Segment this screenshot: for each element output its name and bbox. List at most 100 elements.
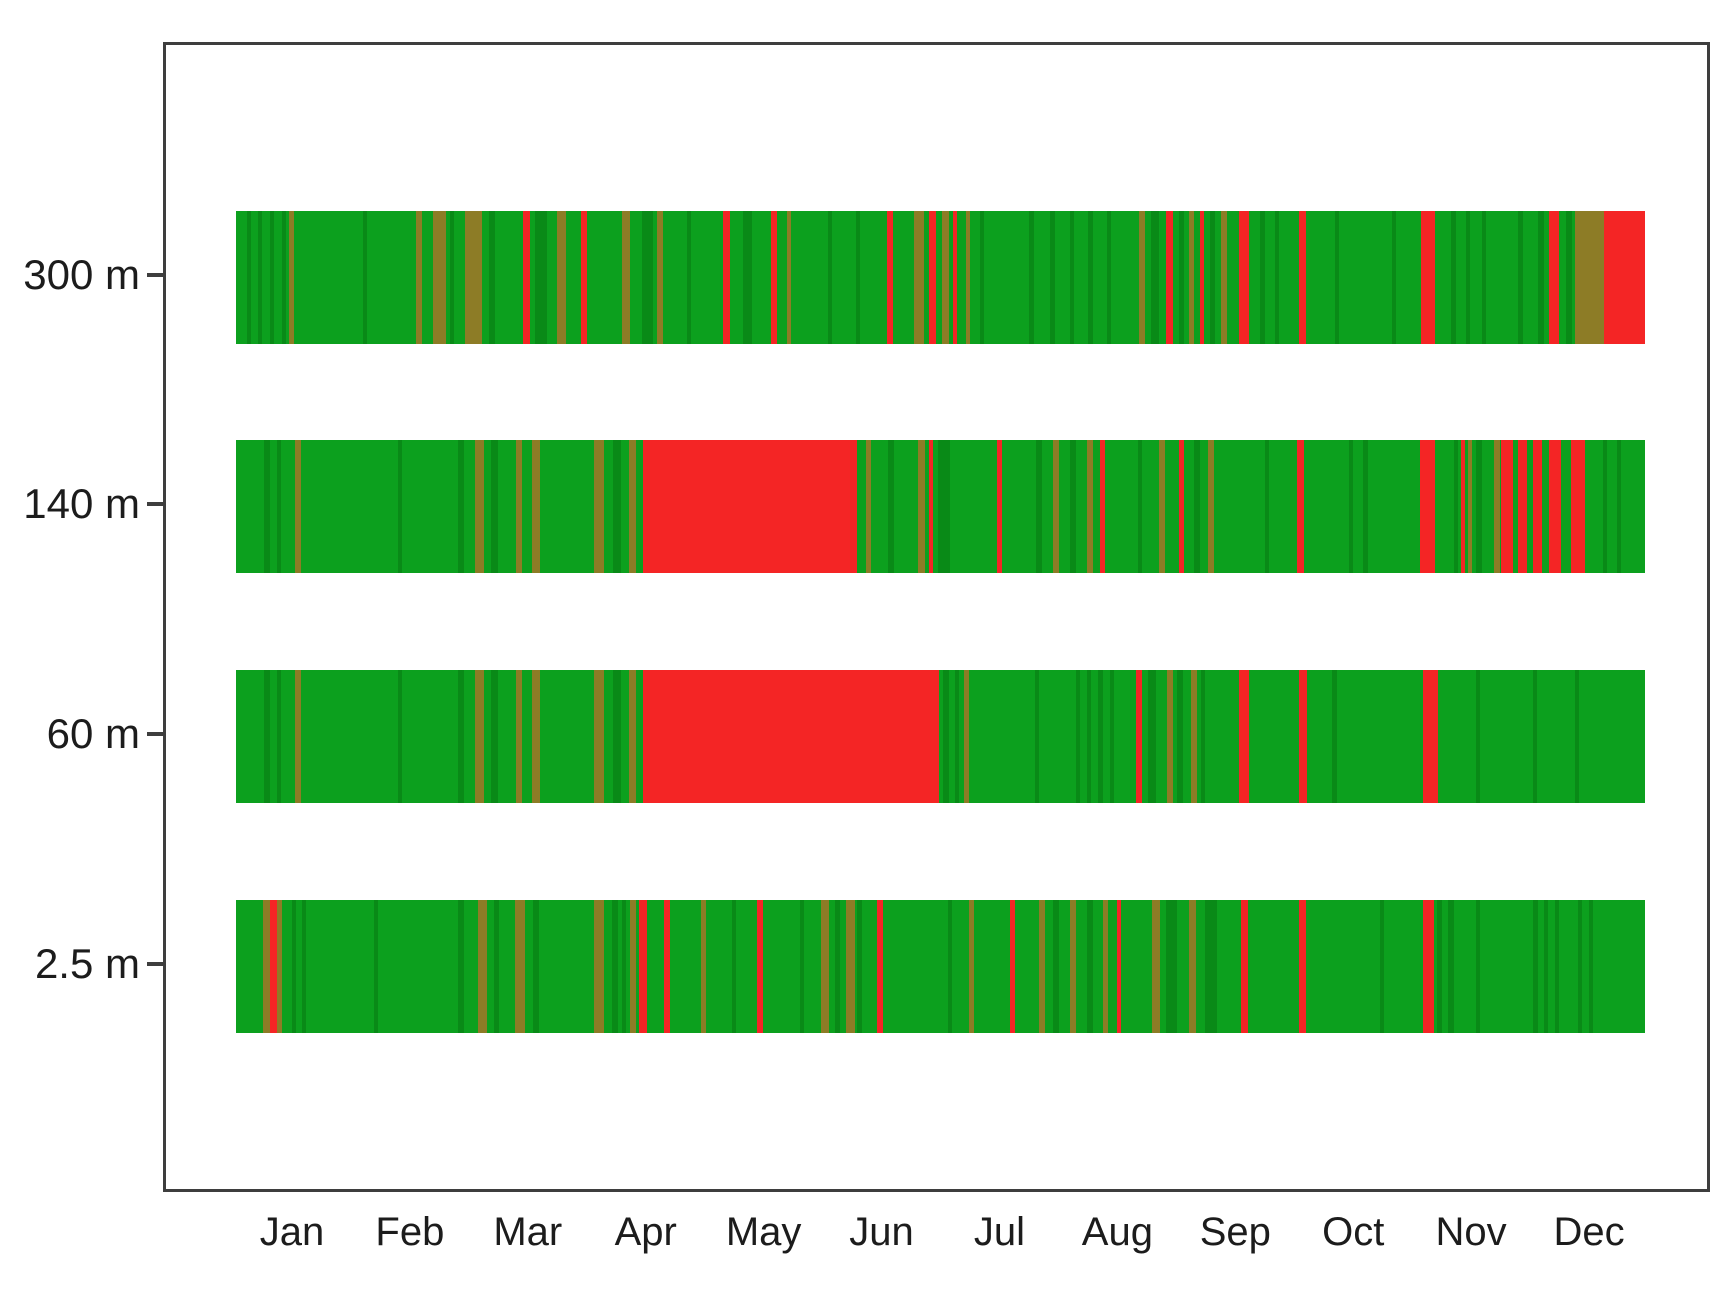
bar-segment [1476, 440, 1482, 573]
bar-segment [1577, 900, 1582, 1033]
bar-segment [1199, 211, 1205, 344]
bar-segment [657, 211, 663, 344]
bar-segment [886, 211, 893, 344]
bar-segment [621, 900, 627, 1033]
x-tick-label-jun: Jun [849, 1210, 914, 1254]
bar-segment [1188, 900, 1196, 1033]
y-tick-label: 300 m [23, 250, 140, 298]
bar-segment [1191, 670, 1198, 803]
bar-segment [1070, 211, 1075, 344]
bar-segment [628, 670, 637, 803]
bar-segment [979, 211, 985, 344]
bar-segment [1422, 900, 1434, 1033]
bar-segment [1088, 211, 1093, 344]
bar-segment [1298, 211, 1306, 344]
y-tick-mark [147, 961, 163, 966]
bar-segment [771, 211, 777, 344]
bar-segment [292, 900, 297, 1033]
bar-segment [1335, 211, 1340, 344]
bar-segment [1332, 670, 1337, 803]
bar-segment [1298, 670, 1307, 803]
bar-segment [799, 900, 804, 1033]
bar-segment [1588, 900, 1594, 1033]
bar-segment [1139, 211, 1145, 344]
bar-segment [516, 670, 522, 803]
y-tick-mark [147, 731, 163, 736]
bar-segment [1450, 211, 1457, 344]
x-tick-label-jul: Jul [973, 1210, 1026, 1254]
bar-segment [1009, 900, 1016, 1033]
bar-segment [913, 211, 924, 344]
bar-segment [1178, 440, 1185, 573]
bar-segment [929, 440, 934, 573]
bar-segment [269, 900, 277, 1033]
bar-segment [593, 670, 604, 803]
bar-segment [621, 211, 631, 344]
timeline-bar-60-m [235, 670, 1646, 803]
bar-segment [416, 211, 422, 344]
bar-segment [1075, 670, 1081, 803]
bar-segment [1106, 211, 1112, 344]
bar-segment [643, 440, 858, 573]
bar-segment [743, 211, 752, 344]
bar-segment [263, 440, 270, 573]
timeline-bar-140-m [235, 440, 1646, 573]
bar-segment [1476, 670, 1481, 803]
bar-segment [865, 440, 872, 573]
bar-segment [1460, 440, 1465, 573]
bar-segment [1617, 440, 1622, 573]
bar-segment [820, 900, 830, 1033]
bar-segment [1177, 670, 1183, 803]
bar-segment [1555, 900, 1560, 1033]
bar-segment [929, 211, 937, 344]
bar-segment [1239, 211, 1250, 344]
bar-segment [1604, 211, 1646, 344]
bar-segment [294, 670, 301, 803]
bar-segment [1298, 900, 1306, 1033]
bar-segment [489, 211, 496, 344]
bar-segment [557, 211, 566, 344]
bar-segment [686, 211, 691, 344]
bar-segment [1150, 211, 1159, 344]
bar-segment [1166, 211, 1174, 344]
bar-segment [612, 900, 618, 1033]
bar-segment [1532, 440, 1543, 573]
x-tick-label-sep: Sep [1199, 1210, 1271, 1254]
bar-segment [1349, 440, 1354, 573]
bar-segment [263, 670, 270, 803]
bar-segment [1380, 900, 1385, 1033]
bar-segment [888, 440, 894, 573]
bar-segment [1419, 440, 1436, 573]
bar-segment [397, 670, 403, 803]
bar-segment [1549, 440, 1561, 573]
bar-segment [1208, 440, 1214, 573]
bar-segment [834, 900, 841, 1033]
bar-segment [581, 211, 587, 344]
bar-segment [490, 670, 498, 803]
bar-segment [1201, 670, 1206, 803]
timeline-bar-300-m [235, 211, 1646, 344]
bar-segment [1147, 670, 1157, 803]
bar-segment [855, 211, 861, 344]
bar-segment [1532, 900, 1539, 1033]
bar-segment [786, 211, 792, 344]
x-tick-label-aug: Aug [1081, 1210, 1153, 1254]
bar-segment [269, 211, 274, 344]
bar-segment [1178, 211, 1185, 344]
bar-segment [458, 900, 465, 1033]
bar-segment [289, 211, 294, 344]
x-tick-label-mar: Mar [493, 1210, 563, 1254]
bar-segment [1166, 900, 1178, 1033]
x-tick-label-nov: Nov [1435, 1210, 1507, 1254]
bar-segment [1453, 440, 1458, 573]
bar-segment [731, 900, 737, 1033]
bar-segment [533, 900, 539, 1033]
bar-segment [458, 670, 465, 803]
bar-segment [1098, 670, 1103, 803]
bar-segment [664, 900, 670, 1033]
y-tick-label: 140 m [23, 479, 140, 527]
bar-segment [827, 211, 832, 344]
plot-area [163, 42, 1710, 1192]
bar-segment [449, 211, 455, 344]
bar-segment [943, 670, 949, 803]
